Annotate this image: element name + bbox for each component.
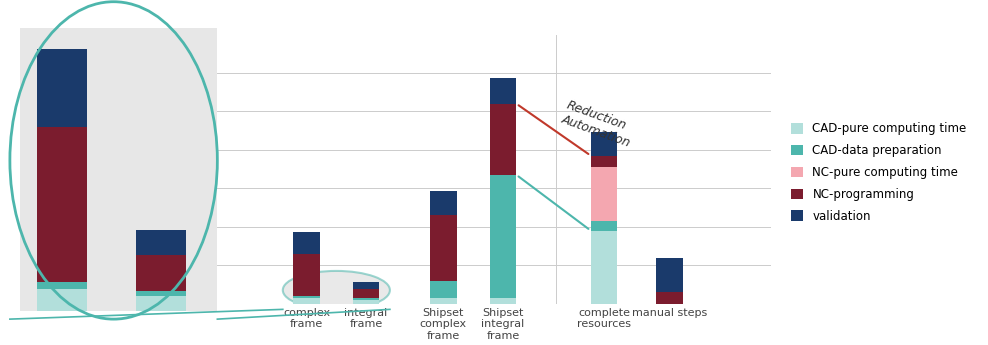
Bar (38, 49, 87, 127)
Bar (591, 132, 618, 156)
Bar (38, 289, 87, 311)
Bar (353, 298, 379, 300)
Bar (430, 215, 456, 280)
Bar (591, 156, 618, 167)
Bar (293, 298, 320, 304)
Bar (656, 258, 683, 292)
Bar (136, 296, 186, 311)
Ellipse shape (283, 271, 390, 309)
Bar (293, 254, 320, 296)
Bar (489, 298, 517, 304)
Bar (591, 167, 618, 221)
Bar (38, 282, 87, 289)
Bar (430, 191, 456, 215)
Text: Reduction
Automation: Reduction Automation (559, 98, 637, 149)
Legend: CAD-pure computing time, CAD-data preparation, NC-pure computing time, NC-progra: CAD-pure computing time, CAD-data prepar… (786, 118, 971, 227)
Bar (136, 230, 186, 255)
Bar (489, 104, 517, 175)
Bar (489, 78, 517, 104)
Bar (489, 175, 517, 298)
Bar (656, 292, 683, 304)
Bar (38, 127, 87, 282)
Bar (293, 233, 320, 254)
Bar (293, 296, 320, 298)
Bar (353, 282, 379, 289)
Bar (136, 291, 186, 296)
Bar (430, 298, 456, 304)
Bar (353, 289, 379, 298)
Bar (430, 280, 456, 298)
Bar (591, 221, 618, 230)
Bar (353, 300, 379, 304)
Bar (591, 230, 618, 304)
Bar (136, 255, 186, 291)
